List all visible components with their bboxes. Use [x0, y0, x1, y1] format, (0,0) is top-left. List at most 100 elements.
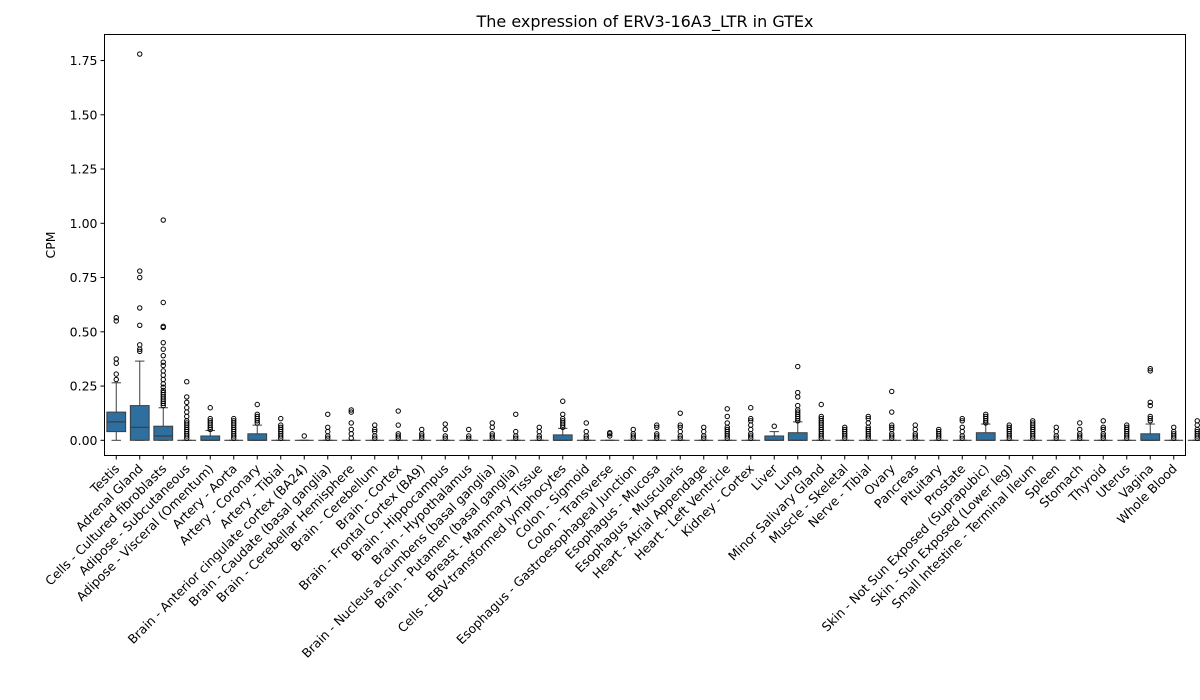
- outlier-point: [278, 422, 284, 428]
- outlier-point: [677, 422, 683, 428]
- outlier-point: [184, 399, 190, 406]
- y-axis: 0.00 0.25 0.50 0.75 1.00 1.25 1.50 1.75: [70, 53, 105, 448]
- outlier-point: [489, 433, 495, 439]
- outlier-point: [160, 387, 166, 394]
- box-group: [670, 410, 690, 441]
- box-group: [811, 401, 831, 441]
- box-group: [271, 415, 291, 441]
- box-group: [1046, 424, 1066, 441]
- outlier-point: [513, 428, 519, 435]
- chart-title: The expression of ERV3-16A3_LTR in GTEx: [475, 12, 813, 32]
- box-group: [435, 421, 455, 441]
- outlier-point: [419, 433, 425, 439]
- outlier-point: [536, 424, 542, 430]
- outlier-point: [1053, 428, 1059, 435]
- outlier-point: [724, 406, 730, 412]
- outlier-point: [912, 426, 918, 433]
- outlier-point: [1006, 424, 1012, 430]
- outlier-point: [113, 314, 119, 321]
- box-group: [741, 405, 761, 441]
- y-tick-label: 0.50: [70, 324, 98, 339]
- outlier-point: [160, 346, 166, 352]
- outlier-point: [654, 424, 660, 430]
- outlier-point: [1077, 420, 1083, 426]
- box-group: [129, 51, 150, 441]
- outlier-point: [348, 426, 354, 433]
- outlier-point: [160, 359, 166, 365]
- outlier-point: [677, 424, 683, 430]
- box: [552, 434, 573, 441]
- outlier-point: [1147, 402, 1153, 409]
- outlier-point: [113, 360, 119, 366]
- outlier-point: [372, 422, 378, 428]
- outlier-point: [184, 409, 190, 415]
- outlier-point: [795, 409, 801, 415]
- box-group: [200, 405, 221, 441]
- outlier-point: [325, 435, 331, 441]
- outlier-point: [184, 405, 190, 411]
- box: [247, 433, 268, 441]
- outlier-point: [160, 368, 166, 374]
- box-group: [905, 422, 925, 441]
- outlier-point: [1100, 433, 1106, 439]
- outlier-point: [1100, 426, 1106, 433]
- box-group: [294, 433, 314, 441]
- outlier-point: [513, 435, 519, 441]
- outlier-point: [959, 435, 965, 441]
- box-group: [506, 411, 526, 441]
- outlier-point: [231, 415, 237, 422]
- outlier-point: [889, 409, 895, 415]
- box-group: [365, 422, 385, 441]
- y-tick-label: 1.25: [70, 162, 98, 177]
- outlier-point: [1053, 435, 1059, 441]
- outlier-point: [630, 433, 636, 439]
- box-group: [224, 415, 244, 441]
- box-group: [694, 424, 714, 441]
- outlier-point: [1100, 418, 1106, 424]
- plot-area: [106, 51, 1200, 441]
- outlier-point: [748, 426, 754, 433]
- box-group: [835, 424, 855, 441]
- y-tick-label: 0.00: [70, 433, 98, 448]
- outlier-point: [1100, 424, 1106, 430]
- box-group: [388, 408, 408, 441]
- box: [787, 432, 808, 441]
- outlier-point: [207, 405, 213, 411]
- outlier-point: [160, 323, 166, 330]
- box-group: [858, 413, 878, 441]
- outlier-point: [254, 413, 260, 420]
- outlier-point: [395, 408, 401, 414]
- outlier-point: [654, 433, 660, 439]
- outlier-point: [1030, 420, 1036, 426]
- outlier-point: [959, 428, 965, 435]
- outlier-point: [912, 433, 918, 439]
- outlier-point: [137, 305, 143, 311]
- box-group: [764, 423, 785, 441]
- outlier-point: [630, 426, 636, 433]
- outlier-point: [160, 217, 166, 223]
- outlier-point: [184, 413, 190, 420]
- outlier-point: [748, 418, 754, 424]
- outlier-point: [983, 413, 989, 420]
- outlier-point: [677, 410, 683, 416]
- outlier-point: [1030, 418, 1036, 424]
- outlier-point: [865, 415, 871, 422]
- outlier-point: [842, 426, 848, 433]
- outlier-point: [677, 428, 683, 435]
- outlier-point: [137, 342, 143, 348]
- outlier-point: [160, 299, 166, 306]
- box-group: [1023, 418, 1043, 441]
- box-group: [717, 406, 737, 441]
- outlier-point: [1124, 422, 1130, 428]
- outlier-point: [137, 51, 143, 57]
- outlier-point: [395, 431, 401, 437]
- box-group: [787, 363, 808, 441]
- outlier-point: [278, 424, 284, 430]
- outlier-point: [795, 394, 801, 400]
- outlier-point: [889, 422, 895, 428]
- y-tick-label: 1.50: [70, 107, 98, 122]
- outlier-point: [1171, 424, 1177, 430]
- outlier-point: [818, 401, 824, 408]
